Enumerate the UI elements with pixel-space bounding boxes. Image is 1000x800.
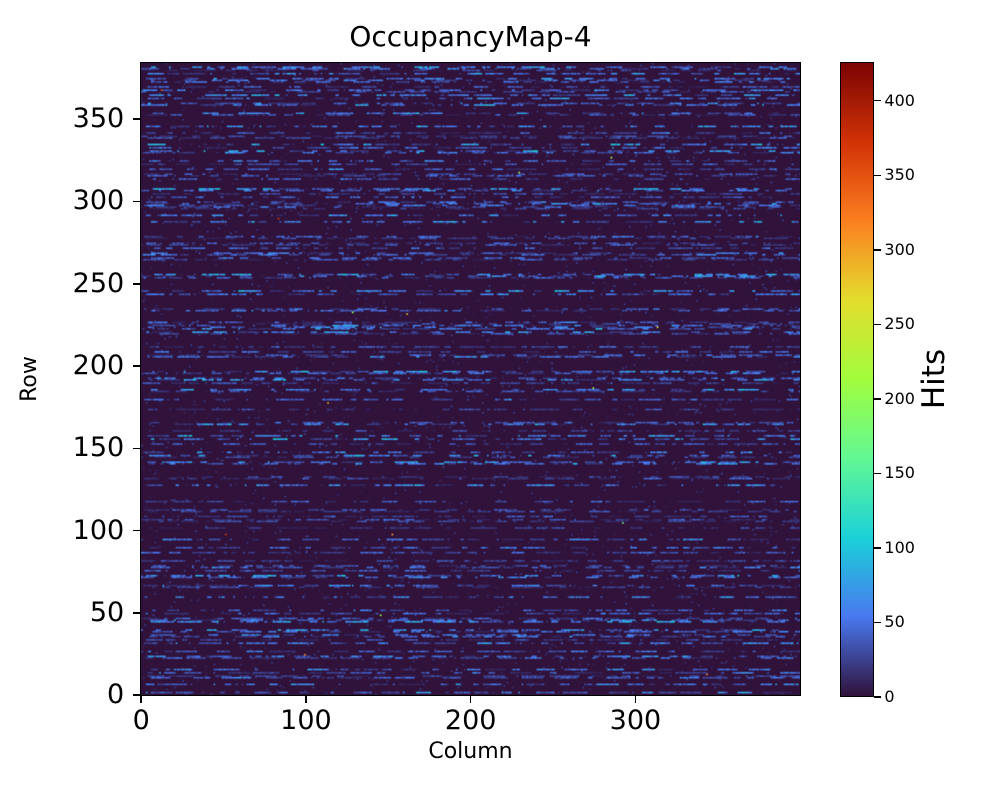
y-tick-label: 150 bbox=[72, 432, 125, 464]
colorbar-tick-label: 200 bbox=[884, 388, 915, 408]
colorbar-tick-mark bbox=[874, 696, 882, 698]
colorbar-tick-mark bbox=[874, 323, 882, 326]
colorbar-tick-mark bbox=[874, 249, 882, 251]
colorbar-tick-mark bbox=[874, 547, 882, 549]
x-tick-mark bbox=[305, 696, 307, 704]
colorbar-tick-label: 0 bbox=[884, 687, 895, 706]
colorbar-tick-mark bbox=[874, 472, 882, 475]
x-tick-mark bbox=[140, 696, 142, 704]
x-tick-label: 100 bbox=[280, 705, 332, 737]
y-tick-label: 300 bbox=[72, 185, 125, 217]
colorbar-tick-mark bbox=[874, 621, 882, 624]
x-tick-mark bbox=[469, 696, 472, 704]
x-tick-label: 200 bbox=[444, 705, 497, 737]
heatmap-canvas bbox=[141, 63, 800, 695]
y-tick-label: 250 bbox=[72, 267, 125, 299]
y-tick-label: 100 bbox=[72, 514, 125, 546]
colorbar-label: Hits bbox=[916, 348, 952, 410]
y-tick-mark bbox=[133, 365, 141, 367]
colorbar-tick-label: 400 bbox=[884, 90, 915, 110]
y-tick-mark bbox=[133, 200, 141, 203]
y-tick-label: 0 bbox=[107, 679, 125, 711]
x-tick-label: 300 bbox=[609, 705, 662, 737]
colorbar-tick-mark bbox=[874, 398, 882, 400]
colorbar-tick-label: 250 bbox=[884, 314, 915, 334]
y-tick-label: 200 bbox=[72, 350, 125, 382]
x-axis-label: Column bbox=[428, 739, 513, 764]
colorbar-tick-label: 100 bbox=[884, 537, 915, 557]
x-tick-label: 0 bbox=[132, 705, 150, 737]
colorbar-tick-label: 300 bbox=[884, 239, 915, 259]
y-tick-mark bbox=[133, 612, 141, 614]
y-tick-mark bbox=[133, 529, 141, 532]
colorbar-tick-mark bbox=[874, 100, 882, 102]
chart-title: OccupancyMap-4 bbox=[349, 20, 592, 53]
y-tick-mark bbox=[133, 447, 141, 450]
y-tick-label: 50 bbox=[89, 596, 125, 628]
colorbar-tick-mark bbox=[874, 174, 882, 176]
plot-area bbox=[140, 62, 801, 696]
x-tick-mark bbox=[634, 696, 637, 704]
colorbar bbox=[840, 62, 874, 697]
y-tick-label: 350 bbox=[72, 103, 125, 135]
y-tick-mark bbox=[133, 694, 141, 696]
colorbar-tick-label: 350 bbox=[884, 165, 915, 185]
colorbar-tick-label: 150 bbox=[884, 463, 915, 483]
y-tick-mark bbox=[133, 282, 141, 285]
colorbar-tick-label: 50 bbox=[884, 612, 905, 632]
y-tick-mark bbox=[133, 118, 141, 120]
